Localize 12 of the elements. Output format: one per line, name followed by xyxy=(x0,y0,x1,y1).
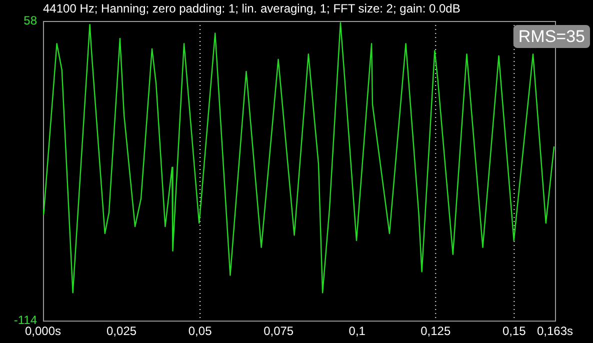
x-tick-label: 0,075 xyxy=(264,324,294,338)
x-tick-label: 0,1 xyxy=(348,324,366,338)
chart-title: 44100 Hz; Hanning; zero padding: 1; lin. averaging, 1; FFT size: 2; gain: 0.0dB xyxy=(43,1,460,16)
y-tick-label: -114 xyxy=(14,312,38,327)
x-tick-label: 0,000s xyxy=(24,324,62,338)
x-tick-label: 0,05 xyxy=(188,324,212,338)
annotation: RMS=35 xyxy=(518,27,586,46)
x-tick-label: 0,025 xyxy=(106,324,137,338)
x-tick-label: 0,15 xyxy=(502,324,526,338)
y-tick-label: 58 xyxy=(24,13,38,28)
x-tick-label: 0,163s xyxy=(536,324,574,338)
x-tick-label: 0,125 xyxy=(420,324,451,338)
